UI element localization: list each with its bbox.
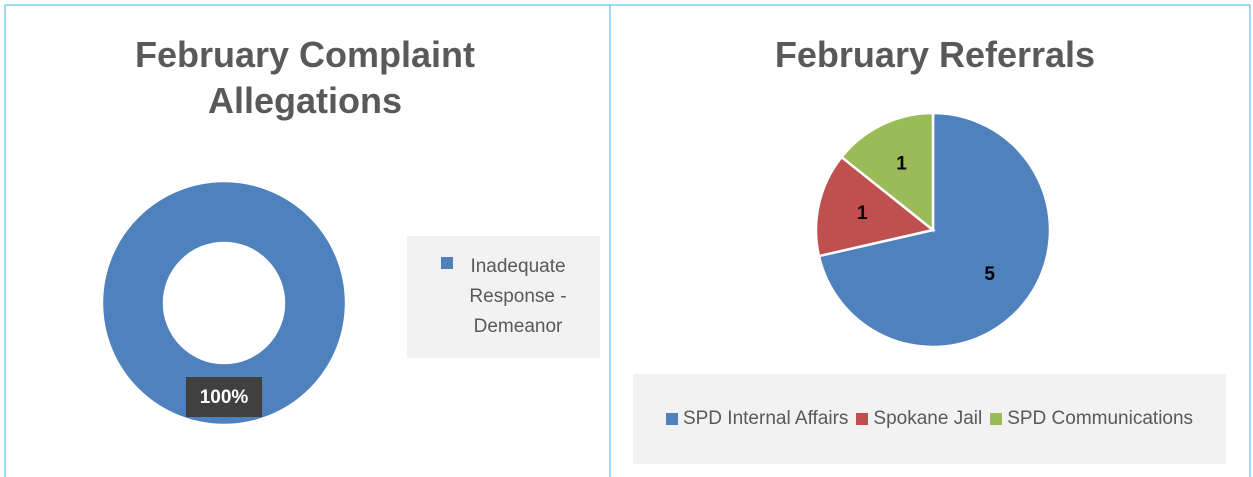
legend-item: Inadequate Response - Demeanor [441, 252, 578, 342]
chart-title: February Complaint Allegations [134, 34, 476, 121]
legend-label: SPD Internal Affairs [682, 408, 849, 429]
slice [814, 155, 936, 258]
chart-title: February Referrals [774, 34, 1096, 75]
legend-item: Spokane Jail [856, 408, 982, 430]
data-label: 1 [896, 154, 907, 175]
label-box [186, 377, 262, 417]
legend-swatch [990, 413, 1003, 425]
data-label: 5 [984, 264, 995, 285]
legend-label: Inadequate Response - Demeanor [469, 256, 567, 337]
legend-swatch [665, 413, 678, 425]
legend-label: Spokane Jail [873, 408, 983, 429]
legend-swatch [441, 257, 453, 269]
legend-swatch [856, 413, 869, 425]
legend-item: SPD Communications [990, 408, 1193, 430]
legend: Inadequate Response - Demeanor [407, 236, 600, 358]
legend: SPD Internal Affairs Spokane Jail SPD Comm… [633, 374, 1226, 464]
legend-label: SPD Communications [1007, 408, 1194, 429]
data-label: 100% [200, 387, 249, 408]
slice [100, 179, 348, 427]
data-label: 1 [857, 203, 868, 224]
legend-item: SPD Internal Affairs [665, 408, 849, 430]
slice [839, 111, 935, 233]
